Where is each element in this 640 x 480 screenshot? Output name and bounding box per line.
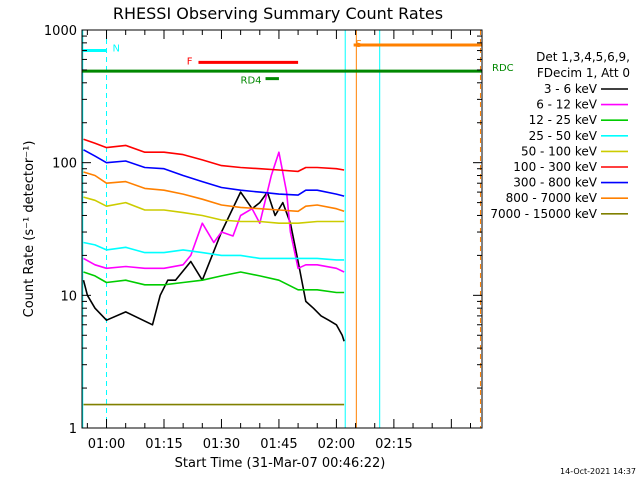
- chart-title: RHESSI Observing Summary Count Rates: [113, 4, 443, 23]
- annotation-label-F: F: [187, 56, 193, 67]
- y-tick-label: 1: [69, 422, 77, 437]
- x-tick-label: 02:15: [375, 437, 412, 452]
- x-tick-label: 02:00: [318, 437, 355, 452]
- y-axis-label: Count Rate (s⁻¹ detector⁻¹): [22, 141, 37, 318]
- y-tick-label: 100: [52, 157, 77, 172]
- legend-header-line-1: Det 1,3,4,5,6,9,: [536, 50, 630, 64]
- legend-label-4: 50 - 100 keV: [521, 144, 598, 158]
- legend-header-line-2: FDecim 1, Att 0: [537, 66, 630, 80]
- footer-timestamp: 14-Oct-2021 14:37: [560, 467, 636, 476]
- legend-label-1: 6 - 12 keV: [536, 98, 598, 112]
- series-line-1: [83, 151, 345, 273]
- annotation-label-RD4: RD4: [241, 76, 262, 87]
- attenuator-annotations: N F RDC RD4 S: [82, 39, 514, 87]
- x-axis-ticks: 01:00 01:15 01:30 01:45 02:00 02:15: [86, 30, 472, 452]
- legend-label-7: 800 - 7000 keV: [506, 191, 598, 205]
- series-line-3: [83, 241, 345, 261]
- legend-label-6: 300 - 800 keV: [513, 176, 597, 190]
- y-tick-label: 1000: [44, 24, 77, 39]
- x-tick-label: 01:00: [88, 437, 125, 452]
- plot-frame: [81, 29, 483, 429]
- annotation-label-RDC: RDC: [492, 63, 514, 74]
- legend-label-8: 7000 - 15000 keV: [490, 207, 597, 221]
- series-line-2: [83, 271, 345, 294]
- legend-label-0: 3 - 6 keV: [544, 82, 598, 96]
- series-line-7: [83, 171, 345, 213]
- series-line-4: [83, 196, 345, 224]
- annotation-label-N: N: [113, 44, 120, 55]
- legend-label-3: 25 - 50 keV: [529, 129, 598, 143]
- x-tick-label: 01:45: [260, 437, 297, 452]
- legend: Det 1,3,4,5,6,9, FDecim 1, Att 0 3 - 6 k…: [490, 50, 630, 221]
- x-axis-label: Start Time (31-Mar-07 00:46:22): [175, 456, 386, 471]
- series-line-5: [83, 138, 345, 173]
- y-tick-label: 10: [60, 289, 77, 304]
- x-tick-label: 01:30: [203, 437, 240, 452]
- series-line-6: [83, 149, 345, 197]
- x-tick-label: 01:15: [145, 437, 182, 452]
- annotation-label-S: S: [356, 39, 362, 50]
- series-layer: [82, 138, 345, 406]
- legend-label-2: 12 - 25 keV: [529, 113, 598, 127]
- legend-label-5: 100 - 300 keV: [513, 160, 597, 174]
- y-axis-ticks: 1 10 100 1000: [44, 24, 482, 437]
- vertical-markers: [82, 30, 481, 428]
